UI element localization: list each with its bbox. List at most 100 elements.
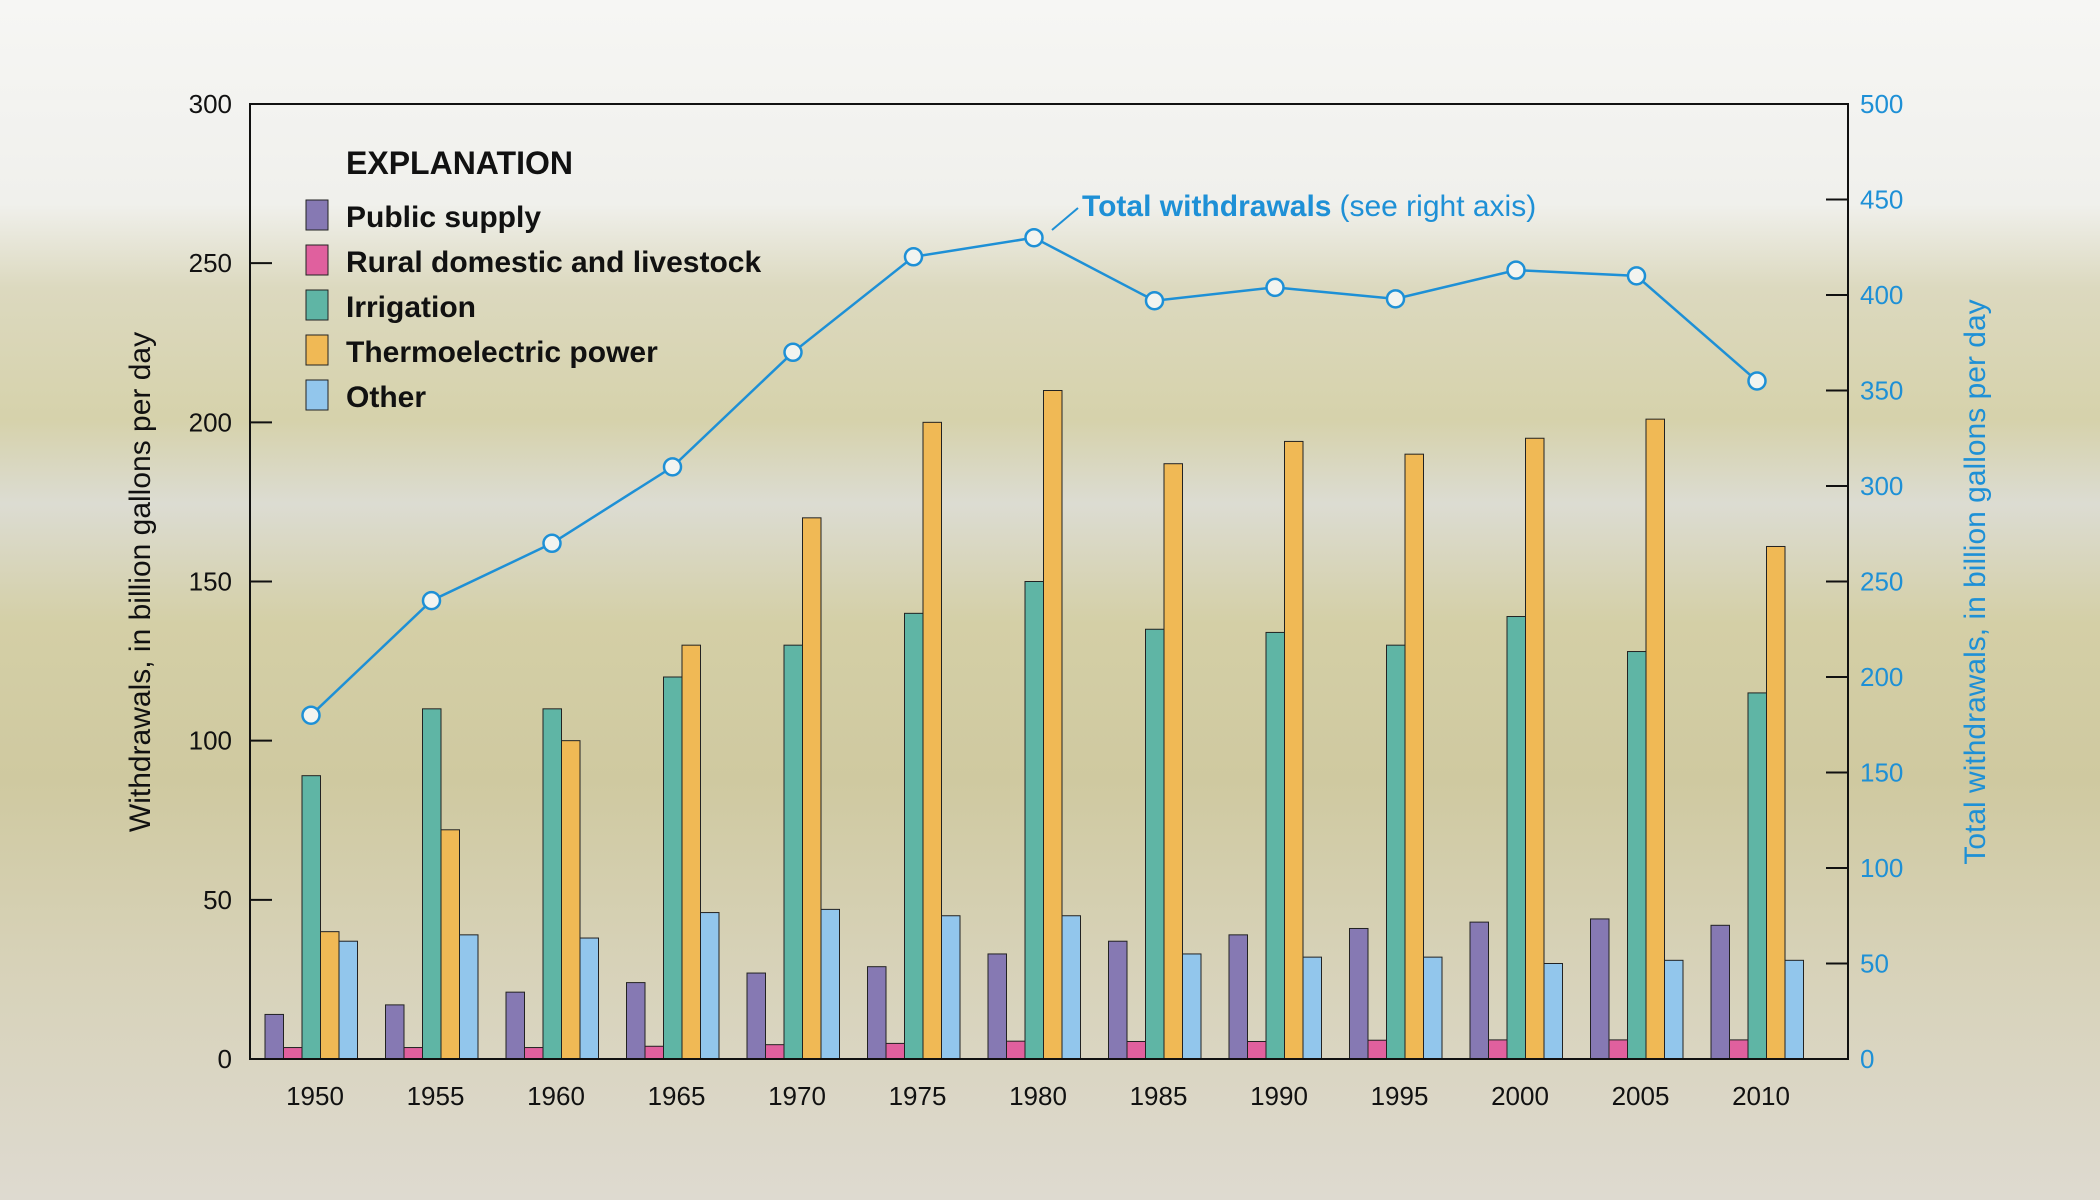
bar-public-supply-1970 [746, 972, 766, 1060]
bar-rural-domestic-and-livestock-2000 [1488, 1039, 1508, 1060]
bar-other-1990 [1302, 956, 1322, 1060]
bar-rural-domestic-and-livestock-2005 [1608, 1039, 1628, 1060]
bar-rural-domestic-and-livestock-1980 [1006, 1040, 1026, 1060]
x-tick-label: 1955 [407, 1081, 465, 1111]
bar-public-supply-1965 [626, 982, 646, 1060]
bar-rural-domestic-and-livestock-2010 [1729, 1039, 1749, 1060]
legend-label: Rural domestic and livestock [346, 246, 761, 279]
x-tick-label: 1990 [1250, 1081, 1308, 1111]
bar-thermoelectric-power-1955 [440, 829, 460, 1060]
total-point-1970 [783, 342, 803, 363]
bar-other-1985 [1182, 953, 1202, 1060]
left-tick-label: 0 [218, 1044, 232, 1074]
bar-irrigation-1990 [1265, 631, 1285, 1060]
bar-public-supply-1950 [264, 1013, 284, 1060]
bar-public-supply-1990 [1228, 934, 1248, 1060]
total-annotation: Total withdrawals (see right axis) [1082, 190, 1536, 223]
annotation-leader [1051, 207, 1079, 231]
right-tick-label: 450 [1860, 185, 1903, 215]
bar-irrigation-1995 [1386, 644, 1406, 1060]
legend: Public supply Rural domestic and livestoc… [305, 199, 761, 414]
bar-public-supply-1960 [505, 991, 525, 1060]
x-axis: 1950 1955 1960 1965 1970 1975 1980 1985 1990 1995… [286, 1081, 1790, 1111]
bar-other-1975 [941, 915, 961, 1060]
x-tick-label: 1960 [527, 1081, 585, 1111]
bar-rural-domestic-and-livestock-1955 [403, 1047, 423, 1060]
bar-public-supply-2000 [1469, 921, 1489, 1060]
left-tick-label: 300 [189, 89, 232, 119]
x-tick-label: 2010 [1732, 1081, 1790, 1111]
bar-irrigation-2005 [1627, 651, 1647, 1060]
left-tick-label: 100 [189, 726, 232, 756]
y-axis-right-label: Total withdrawals, in billion gallons pe… [1959, 299, 1992, 864]
bar-irrigation-1980 [1024, 581, 1044, 1060]
bar-public-supply-1985 [1108, 940, 1128, 1060]
bar-thermoelectric-power-1995 [1404, 453, 1424, 1060]
bar-other-1950 [338, 940, 358, 1060]
left-tick-label: 50 [203, 885, 232, 915]
legend-swatch [305, 379, 329, 411]
bar-public-supply-2005 [1590, 918, 1610, 1060]
left-axis: 0 50 100 150 200 250 300 [189, 89, 272, 1074]
bar-irrigation-1955 [422, 708, 442, 1060]
right-axis: 0 50 100 150 200 250 300 350 400 450 500 [1826, 89, 1903, 1074]
right-tick-label: 150 [1860, 758, 1903, 788]
bar-thermoelectric-power-1975 [922, 421, 942, 1060]
total-point-1960 [542, 533, 562, 554]
bar-other-1980 [1061, 915, 1081, 1060]
bar-irrigation-1975 [904, 612, 924, 1060]
legend-swatch [305, 289, 329, 321]
y-axis-label: Withdrawals, in billion gallons per day [124, 332, 157, 832]
bar-thermoelectric-power-1990 [1284, 440, 1304, 1060]
bar-thermoelectric-power-2000 [1525, 437, 1545, 1060]
right-tick-label: 500 [1860, 89, 1903, 119]
bar-other-2000 [1543, 963, 1563, 1060]
legend-label: Other [346, 381, 426, 414]
bar-rural-domestic-and-livestock-1995 [1367, 1039, 1387, 1060]
bar-irrigation-1960 [542, 708, 562, 1060]
x-tick-label: 1980 [1009, 1081, 1067, 1111]
bar-thermoelectric-power-2010 [1766, 545, 1786, 1060]
bar-thermoelectric-power-1970 [802, 517, 822, 1060]
total-point-1990 [1265, 277, 1285, 298]
bar-irrigation-1985 [1145, 628, 1165, 1060]
bar-rural-domestic-and-livestock-1950 [283, 1047, 303, 1060]
right-tick-label: 400 [1860, 280, 1903, 310]
bar-irrigation-1970 [783, 644, 803, 1060]
right-tick-label: 300 [1860, 471, 1903, 501]
bar-irrigation-1965 [663, 676, 683, 1060]
legend-label: Irrigation [346, 291, 476, 324]
bar-irrigation-2010 [1747, 692, 1767, 1060]
legend-label: Thermoelectric power [346, 336, 658, 369]
bar-irrigation-2000 [1506, 616, 1526, 1060]
left-tick-label: 200 [189, 407, 232, 437]
bar-other-1955 [459, 934, 479, 1060]
bar-other-2010 [1784, 959, 1804, 1060]
right-tick-label: 0 [1860, 1044, 1874, 1074]
total-point-2010 [1747, 371, 1767, 391]
right-tick-label: 200 [1860, 662, 1903, 692]
left-tick-label: 150 [189, 567, 232, 597]
total-point-1955 [421, 590, 442, 611]
bar-public-supply-1980 [987, 953, 1007, 1060]
bar-rural-domestic-and-livestock-1960 [524, 1047, 544, 1060]
x-tick-label: 1975 [889, 1081, 947, 1111]
bars-layer [264, 390, 1804, 1060]
bar-rural-domestic-and-livestock-1975 [885, 1042, 905, 1060]
total-point-1965 [662, 457, 683, 477]
total-line-layer [301, 227, 1767, 725]
bar-thermoelectric-power-2005 [1645, 418, 1665, 1060]
right-tick-label: 350 [1860, 376, 1903, 406]
x-tick-label: 2005 [1612, 1081, 1670, 1111]
legend-swatch [305, 334, 329, 366]
bar-public-supply-1975 [867, 966, 887, 1060]
annotation-rest: (see right axis) [1339, 190, 1536, 223]
x-tick-label: 1995 [1371, 1081, 1429, 1111]
bar-public-supply-1995 [1349, 927, 1369, 1060]
x-tick-label: 1950 [286, 1081, 344, 1111]
bar-public-supply-1955 [385, 1004, 405, 1060]
x-tick-label: 2000 [1491, 1081, 1549, 1111]
bar-other-1965 [700, 912, 720, 1060]
x-tick-label: 1970 [768, 1081, 826, 1111]
